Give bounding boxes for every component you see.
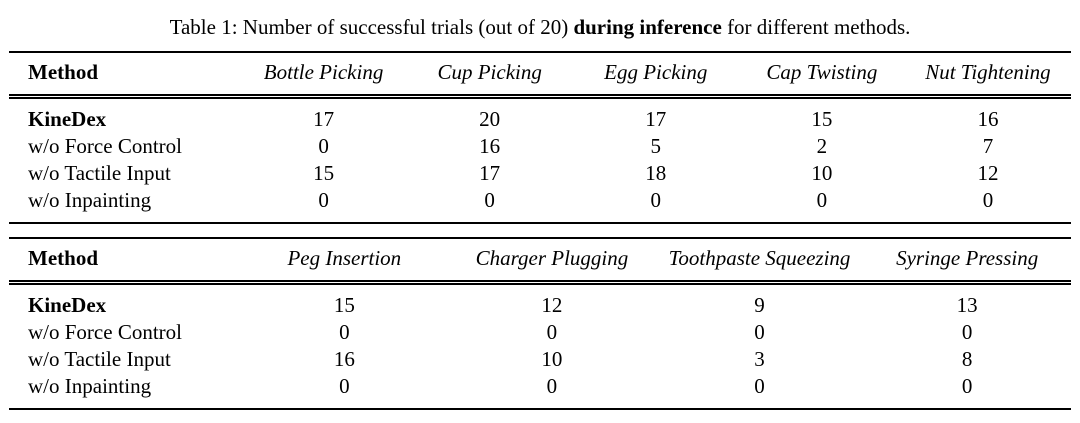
method-cell: KineDex	[28, 293, 107, 317]
value-cell: 15	[333, 293, 355, 317]
method-cell: w/o Tactile Input	[28, 161, 171, 185]
value-cell: 16	[479, 134, 501, 158]
method-column-header: Method	[9, 238, 241, 285]
value-cell: 12	[977, 161, 999, 185]
task-column-header: Syringe Pressing	[863, 238, 1071, 285]
value-cell: 10	[811, 161, 833, 185]
table-row: w/o Tactile Input 16 10 3 8	[9, 346, 1071, 373]
value-cell: 17	[479, 161, 501, 185]
value-cell: 10	[541, 347, 563, 371]
value-cell: 0	[754, 374, 765, 398]
results-table-top: Method Bottle Picking Cup Picking Egg Picki…	[9, 51, 1071, 224]
task-column-header: Cup Picking	[406, 52, 573, 99]
table-row: w/o Inpainting 0 0 0 0	[9, 373, 1071, 409]
value-cell: 13	[956, 293, 978, 317]
method-column-header: Method	[9, 52, 241, 99]
value-cell: 0	[339, 374, 350, 398]
task-column-header: Nut Tightening	[904, 52, 1071, 99]
table-row: w/o Force Control 0 16 5 2 7	[9, 133, 1071, 160]
value-cell: 0	[982, 188, 994, 212]
value-cell: 17	[645, 107, 667, 131]
value-cell: 12	[541, 293, 563, 317]
value-cell: 0	[754, 320, 765, 344]
value-cell: 17	[313, 107, 335, 131]
method-cell: w/o Inpainting	[28, 374, 152, 398]
value-cell: 0	[339, 320, 350, 344]
method-cell: w/o Force Control	[28, 320, 182, 344]
caption-bold-phrase: during inference	[573, 15, 722, 39]
task-column-header: Cap Twisting	[738, 52, 905, 99]
value-cell: 2	[816, 134, 828, 158]
task-column-header: Toothpaste Squeezing	[655, 238, 864, 285]
table-row: w/o Inpainting 0 0 0 0 0	[9, 187, 1071, 223]
value-cell: 0	[546, 374, 558, 398]
value-cell: 0	[961, 320, 973, 344]
value-cell: 7	[982, 134, 994, 158]
table-row: w/o Tactile Input 15 17 18 10 12	[9, 160, 1071, 187]
method-cell: w/o Inpainting	[28, 188, 152, 212]
value-cell: 3	[754, 347, 765, 371]
value-cell: 0	[546, 320, 558, 344]
task-column-header: Egg Picking	[572, 52, 739, 99]
value-cell: 15	[313, 161, 335, 185]
task-column-header: Bottle Picking	[240, 52, 407, 99]
value-cell: 16	[977, 107, 999, 131]
method-cell: KineDex	[28, 107, 107, 131]
results-table-bottom: Method Peg Insertion Charger Plugging Tooth…	[9, 237, 1071, 410]
table-row: KineDex 15 12 9 13	[9, 283, 1071, 320]
header-row: Method Peg Insertion Charger Plugging Tooth…	[9, 238, 1071, 285]
method-cell: w/o Force Control	[28, 134, 182, 158]
task-column-header: Charger Plugging	[448, 238, 656, 285]
table-caption: Table 1: Number of successful trials (ou…	[9, 14, 1071, 40]
value-cell: 0	[484, 188, 495, 212]
value-cell: 0	[816, 188, 828, 212]
value-cell: 8	[961, 347, 973, 371]
value-cell: 9	[754, 293, 765, 317]
value-cell: 0	[318, 188, 329, 212]
value-cell: 20	[479, 107, 501, 131]
value-cell: 5	[650, 134, 662, 158]
task-column-header: Peg Insertion	[240, 238, 449, 285]
table-row: w/o Force Control 0 0 0 0	[9, 319, 1071, 346]
caption-prefix: Table 1: Number of successful trials (ou…	[169, 15, 574, 39]
value-cell: 0	[650, 188, 662, 212]
value-cell: 0	[961, 374, 973, 398]
value-cell: 0	[318, 134, 329, 158]
value-cell: 18	[645, 161, 667, 185]
header-row: Method Bottle Picking Cup Picking Egg Picki…	[9, 52, 1071, 99]
value-cell: 16	[333, 347, 355, 371]
value-cell: 15	[811, 107, 833, 131]
method-cell: w/o Tactile Input	[28, 347, 171, 371]
table-row: KineDex 17 20 17 15 16	[9, 97, 1071, 134]
caption-suffix: for different methods.	[721, 15, 911, 39]
